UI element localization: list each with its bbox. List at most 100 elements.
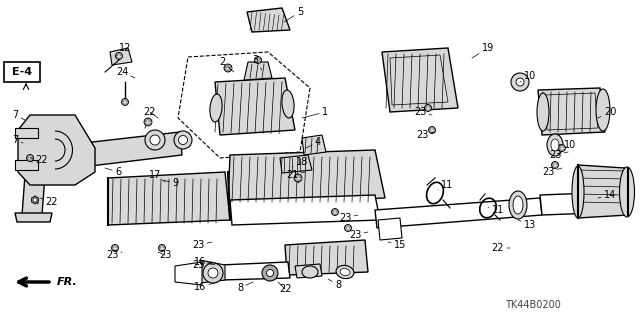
Circle shape	[208, 268, 218, 278]
Circle shape	[26, 154, 33, 161]
Polygon shape	[382, 48, 458, 112]
Circle shape	[332, 209, 339, 216]
Polygon shape	[578, 165, 628, 218]
Ellipse shape	[513, 196, 523, 214]
Circle shape	[429, 127, 435, 133]
Ellipse shape	[302, 266, 318, 278]
Text: 23: 23	[106, 250, 122, 260]
Text: 15: 15	[388, 240, 406, 250]
Ellipse shape	[336, 265, 354, 278]
Circle shape	[552, 161, 559, 168]
Text: 23: 23	[349, 230, 368, 240]
Text: 23: 23	[192, 260, 212, 270]
Polygon shape	[200, 260, 225, 283]
Text: 22: 22	[30, 155, 48, 165]
Text: 16: 16	[194, 257, 215, 267]
Text: 13: 13	[518, 220, 536, 230]
Text: 22: 22	[144, 107, 158, 118]
Circle shape	[159, 244, 166, 251]
Polygon shape	[108, 172, 230, 225]
Polygon shape	[110, 48, 132, 65]
Polygon shape	[40, 132, 182, 172]
Text: 16: 16	[194, 282, 218, 292]
Circle shape	[33, 198, 37, 202]
Ellipse shape	[282, 90, 294, 118]
Ellipse shape	[596, 89, 610, 131]
Text: 8: 8	[237, 282, 253, 293]
Text: 23: 23	[416, 130, 435, 140]
Text: 14: 14	[598, 190, 616, 200]
Circle shape	[111, 244, 118, 251]
Polygon shape	[220, 262, 290, 280]
Text: 10: 10	[520, 71, 536, 82]
Text: 9: 9	[162, 178, 178, 188]
Text: 7: 7	[12, 110, 25, 120]
Text: 22: 22	[492, 243, 510, 253]
Polygon shape	[215, 78, 295, 135]
Text: 11: 11	[438, 180, 453, 190]
Polygon shape	[375, 198, 542, 228]
Polygon shape	[230, 195, 380, 225]
Polygon shape	[378, 218, 402, 240]
Text: TK44B0200: TK44B0200	[505, 300, 561, 310]
Polygon shape	[538, 88, 605, 135]
Text: 24: 24	[116, 67, 135, 78]
Text: 18: 18	[292, 157, 308, 167]
Circle shape	[174, 131, 192, 149]
Ellipse shape	[537, 93, 549, 131]
Text: 22: 22	[40, 197, 58, 207]
Circle shape	[344, 225, 351, 232]
Circle shape	[294, 174, 302, 182]
Ellipse shape	[509, 191, 527, 219]
Polygon shape	[15, 213, 52, 222]
Text: 20: 20	[598, 107, 616, 118]
Circle shape	[122, 99, 129, 106]
Circle shape	[150, 135, 160, 145]
Text: 3: 3	[252, 55, 262, 70]
Polygon shape	[302, 135, 326, 155]
Ellipse shape	[551, 139, 559, 151]
Circle shape	[145, 130, 165, 150]
Text: 22: 22	[278, 282, 291, 294]
Bar	[4, 62, 40, 82]
Polygon shape	[295, 264, 322, 278]
Text: 19: 19	[472, 43, 494, 58]
Circle shape	[115, 53, 122, 60]
Text: 23: 23	[414, 107, 432, 117]
Ellipse shape	[210, 94, 222, 122]
Circle shape	[179, 136, 188, 145]
Polygon shape	[285, 240, 368, 275]
Circle shape	[559, 145, 566, 152]
Circle shape	[511, 73, 529, 91]
Text: 23: 23	[192, 240, 212, 250]
Text: 17: 17	[149, 170, 165, 182]
Text: 12: 12	[115, 43, 131, 56]
Circle shape	[424, 105, 431, 112]
Polygon shape	[247, 8, 290, 32]
Text: 1: 1	[302, 107, 328, 118]
Polygon shape	[228, 150, 385, 205]
Text: 5: 5	[284, 7, 303, 22]
Text: 2: 2	[219, 57, 234, 72]
Text: 23: 23	[158, 250, 171, 260]
Circle shape	[516, 78, 524, 86]
Text: 4: 4	[306, 137, 321, 148]
Polygon shape	[244, 62, 272, 80]
Text: 21: 21	[286, 170, 305, 180]
Circle shape	[255, 56, 262, 63]
Circle shape	[224, 64, 232, 72]
Ellipse shape	[340, 269, 350, 276]
Circle shape	[144, 118, 152, 126]
Polygon shape	[540, 192, 620, 215]
Circle shape	[262, 265, 278, 281]
Text: 8: 8	[328, 279, 341, 290]
Polygon shape	[175, 262, 202, 285]
Polygon shape	[31, 196, 38, 204]
Text: FR.: FR.	[57, 277, 77, 287]
Text: 10: 10	[558, 140, 576, 150]
Text: 23: 23	[339, 213, 358, 223]
Ellipse shape	[572, 166, 584, 218]
Text: E-4: E-4	[12, 67, 32, 77]
Polygon shape	[18, 115, 95, 185]
Circle shape	[203, 263, 223, 283]
